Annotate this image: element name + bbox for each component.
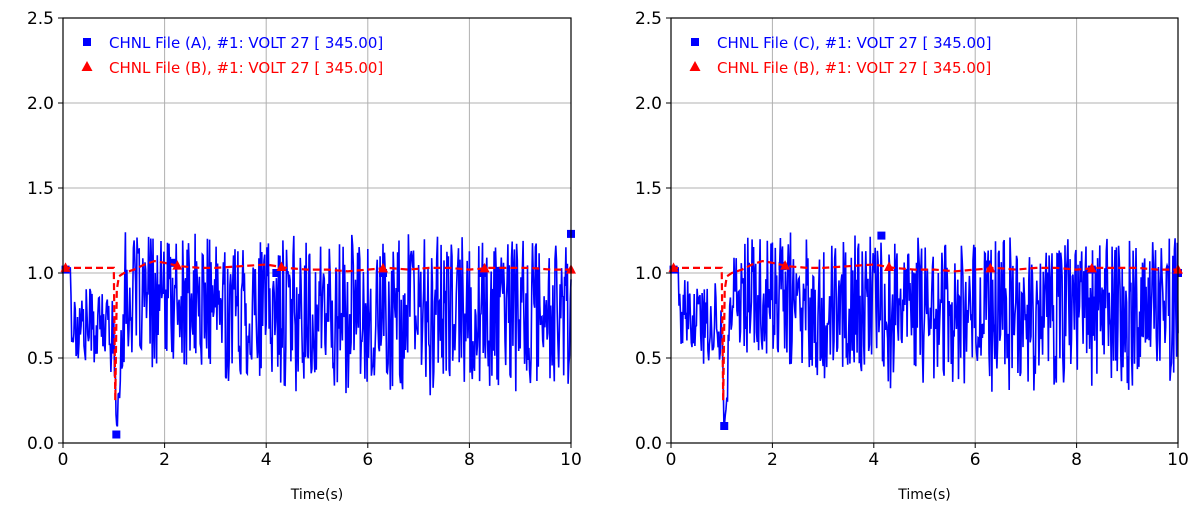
series-marker-blue-square [112, 430, 121, 439]
x-axis-label: Time(s) [290, 487, 343, 502]
x-tick-label: 6 [362, 450, 373, 470]
x-tick-label: 4 [868, 450, 879, 470]
y-tick-label: 1.0 [27, 264, 54, 284]
series-marker-red-triangle [479, 262, 490, 273]
legend-marker-blue-square [691, 38, 699, 46]
series-line-blue [63, 232, 572, 427]
x-tick-label: 10 [560, 450, 582, 470]
series-marker-blue-square [720, 422, 729, 430]
y-tick-label: 1.5 [635, 179, 662, 199]
y-tick-label: 2.5 [635, 9, 662, 29]
legend-label-series-2: CHNL File (B), #1: VOLT 27 [ 345.00] [717, 59, 991, 77]
axes-frame [62, 17, 572, 444]
series-marker-red-triangle [884, 261, 895, 272]
legend-label-series-2: CHNL File (B), #1: VOLT 27 [ 345.00] [109, 59, 383, 77]
legend-marker-red-triangle [81, 61, 93, 71]
y-tick-label: 0.0 [27, 434, 54, 454]
series-marker-red-triangle [172, 260, 183, 270]
series-marker-red-triangle [1086, 262, 1097, 273]
y-tick-label: 0.5 [635, 349, 662, 369]
series-marker-blue-square [983, 260, 992, 269]
series-marker-red-triangle [276, 261, 287, 272]
legend-label-series-1: CHNL File (A), #1: VOLT 27 [ 345.00] [109, 34, 383, 52]
x-tick-label: 4 [261, 450, 272, 470]
legend-marker-blue-square [83, 38, 91, 46]
y-tick-label: 2.5 [27, 9, 54, 29]
x-tick-label: 2 [159, 450, 170, 470]
series-line-blue [671, 232, 1179, 426]
series-marker-blue-square [272, 269, 281, 277]
legend-label-series-1: CHNL File (C), #1: VOLT 27 [ 345.00] [717, 34, 991, 52]
series-marker-blue-square [379, 269, 388, 277]
y-tick-label: 1.5 [27, 179, 54, 199]
y-tick-label: 2.0 [27, 94, 54, 114]
series-marker-red-triangle [985, 262, 996, 273]
y-tick-label: 0.0 [635, 434, 662, 454]
x-tick-label: 8 [1071, 450, 1082, 470]
series-line-red [671, 259, 1178, 401]
legend-marker-red-triangle [689, 61, 701, 71]
series-marker-blue-square [478, 269, 487, 277]
x-tick-label: 8 [464, 450, 475, 470]
x-tick-label: 10 [1167, 450, 1189, 470]
chart-panel-1: 0 2 4 6 8 10 0.0 0.5 1.0 1.5 2.0 2.5 Time(s) CHNL Fil… [27, 9, 582, 503]
x-tick-label: 2 [767, 450, 778, 470]
series-marker-blue-square [877, 231, 886, 240]
series-line-red [63, 259, 571, 401]
y-tick-label: 2.0 [635, 94, 662, 114]
y-tick-label: 1.0 [635, 264, 662, 284]
series-marker-blue-square [168, 258, 177, 267]
x-tick-label: 0 [58, 450, 69, 470]
y-tick-label: 0.5 [27, 349, 54, 369]
x-axis-label: Time(s) [897, 487, 950, 502]
x-tick-label: 6 [970, 450, 981, 470]
series-marker-red-triangle [780, 260, 791, 270]
chart-panel-2: 0 2 4 6 8 10 0.0 0.5 1.0 1.5 2.0 2.5 Time(s) CHNL Fil… [635, 9, 1189, 503]
series-marker-red-triangle [378, 262, 389, 273]
x-tick-label: 0 [666, 450, 677, 470]
axes-frame [670, 17, 1179, 444]
